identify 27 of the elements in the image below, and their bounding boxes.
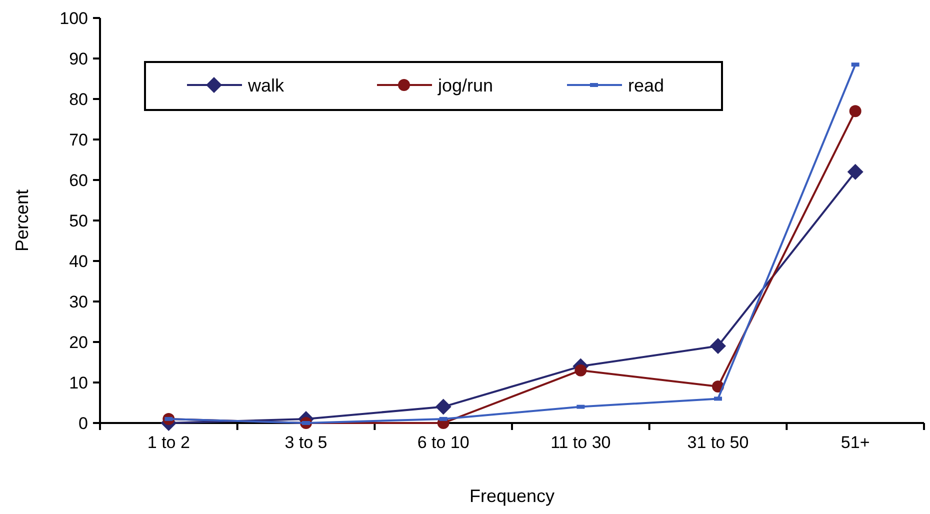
y-tick-label: 30	[69, 292, 88, 312]
x-axis-title: Frequency	[469, 486, 555, 506]
y-tick-label: 40	[69, 252, 88, 271]
y-tick-label: 80	[69, 90, 88, 109]
x-tick-label: 3 to 5	[284, 433, 328, 452]
y-tick-label: 60	[69, 170, 88, 190]
legend-label: walk	[247, 75, 286, 96]
y-tick-label: 20	[69, 332, 88, 352]
point	[710, 338, 726, 354]
point	[435, 398, 452, 415]
y-tick-label: 0	[78, 414, 88, 433]
y-tick-label: 90	[69, 49, 88, 68]
legend-label: jog/run	[437, 75, 494, 96]
x-tick-label: 1 to 2	[147, 433, 190, 452]
point	[849, 105, 862, 118]
x-tick-label: 11 to 30	[550, 433, 611, 452]
y-tick-label: 100	[60, 8, 88, 28]
point	[574, 364, 587, 376]
y-axis-title: Percent	[12, 189, 32, 252]
y-tick-label: 50	[69, 211, 88, 230]
y-tick-label: 70	[69, 130, 88, 150]
x-tick-label: 51+	[840, 433, 870, 452]
y-tick-label: 10	[69, 373, 88, 392]
x-tick-label: 6 to 10	[417, 433, 470, 452]
x-tick-label: 31 to 50	[687, 433, 749, 452]
legend-label: read	[628, 75, 664, 96]
point	[847, 164, 864, 180]
